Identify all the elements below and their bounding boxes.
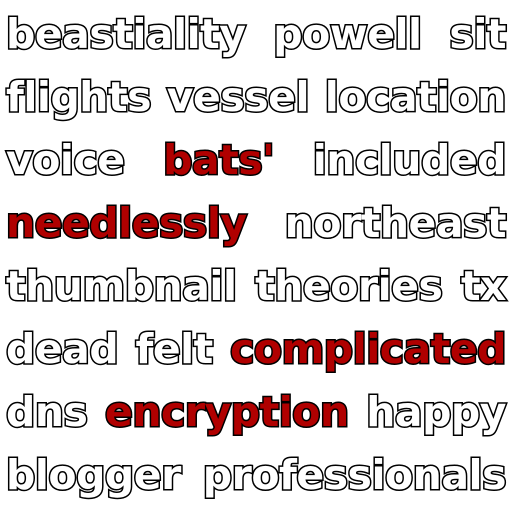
text-line-4: needlessly northeast — [5, 195, 509, 251]
word-dns: dns — [4, 388, 89, 437]
word-complicated: complicated — [229, 325, 508, 374]
text-line-3: voice bats' included — [5, 132, 508, 188]
word-included: included — [311, 135, 508, 184]
text-line-1: beastiality powell sit — [4, 6, 508, 62]
word-flights: flights — [5, 72, 154, 121]
word-powell: powell — [272, 9, 424, 58]
word-felt: felt — [134, 325, 215, 374]
text-line-7: dns encryption happy — [4, 385, 508, 441]
word-location: location — [323, 72, 508, 121]
word-encryption: encryption — [104, 388, 351, 437]
word-voice: voice — [5, 135, 127, 184]
word-thumbnail: thumbnail — [5, 262, 239, 311]
word-tx: tx — [459, 262, 508, 311]
text-line-5: thumbnail theories tx — [5, 259, 508, 315]
text-line-8: blogger professionals — [5, 448, 508, 504]
word-needlessly: needlessly — [5, 198, 249, 247]
word-vessel: vessel — [165, 72, 311, 121]
word-northeast: northeast — [283, 198, 508, 247]
word-dead: dead — [4, 325, 120, 374]
word-sit: sit — [448, 9, 508, 58]
text-line-6: dead felt complicated — [4, 322, 508, 378]
word-beastiality: beastiality — [4, 9, 247, 58]
text-line-2: flights vessel location — [5, 69, 509, 125]
word-theories: theories — [254, 262, 445, 311]
word-blogger: blogger — [5, 451, 183, 500]
word-professionals: professionals — [201, 451, 508, 500]
word-happy: happy — [365, 388, 508, 437]
word-bats: bats' — [162, 135, 277, 184]
